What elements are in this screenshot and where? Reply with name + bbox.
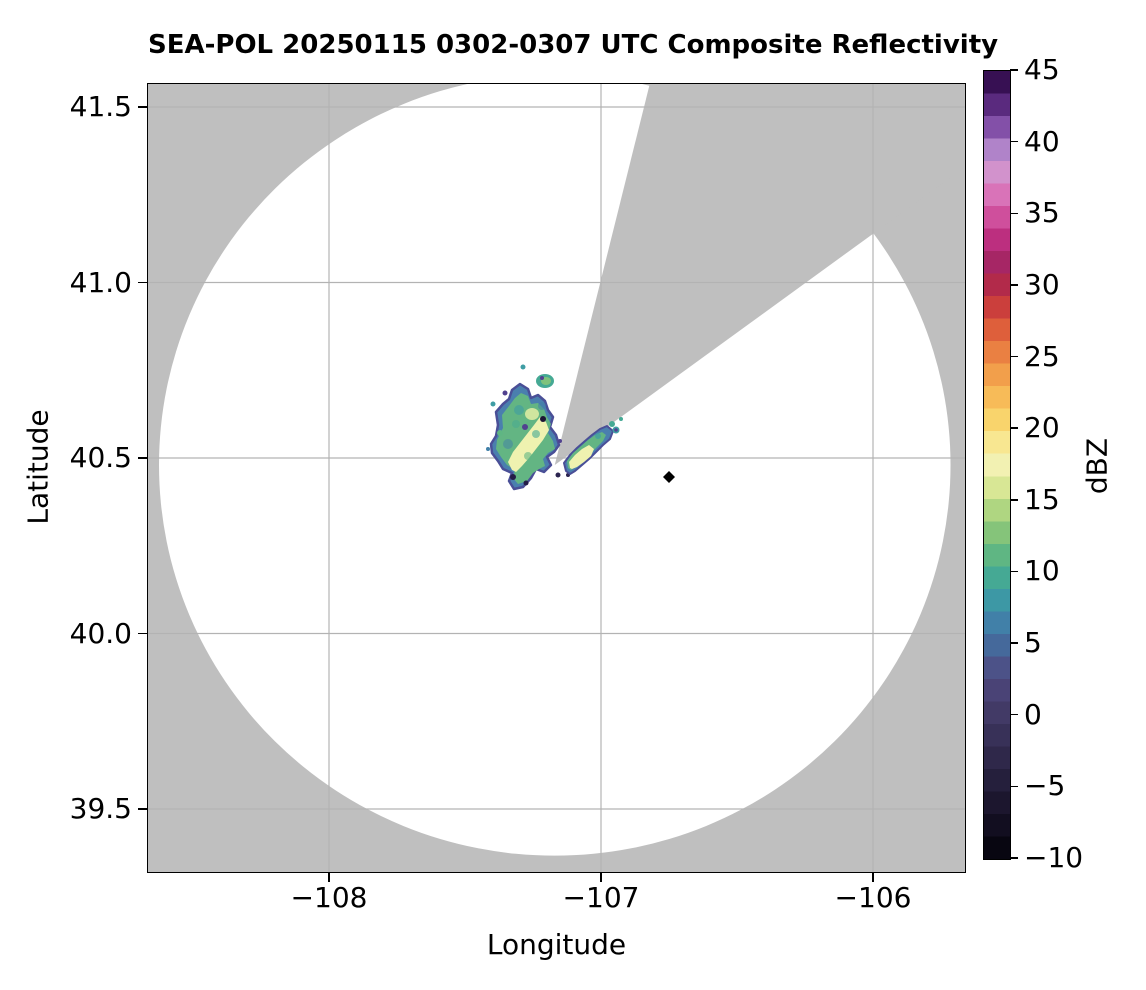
colorbar-tick-mark — [1010, 713, 1018, 716]
colorbar-tick-mark — [1010, 499, 1018, 501]
colorbar-tick-label: 30 — [1024, 267, 1060, 301]
colorbar-tick-label: 35 — [1024, 196, 1060, 230]
radar-blocked-sector — [554, 84, 965, 466]
y-tick-label: 40.5 — [69, 441, 132, 474]
x-tick-mark — [600, 873, 602, 882]
y-tick-mark — [138, 106, 147, 108]
colorbar-tick-mark — [1010, 785, 1018, 788]
colorbar-tick-mark — [1010, 642, 1018, 644]
colorbar-tick-label: 5 — [1024, 626, 1042, 660]
colorbar — [983, 70, 1011, 860]
precip-echo-secondary — [563, 417, 623, 475]
y-tick-mark — [138, 632, 147, 635]
y-tick-mark — [138, 808, 147, 810]
plot-title: SEA-POL 20250115 0302-0307 UTC Composite… — [148, 30, 999, 60]
precip-echo-main — [489, 382, 570, 491]
y-tick-label: 40.0 — [69, 616, 132, 650]
colorbar-tick-label: 20 — [1024, 411, 1060, 445]
y-tick-mark — [138, 457, 147, 459]
site-marker-diamond — [663, 470, 675, 483]
x-tick-mark — [328, 873, 330, 882]
colorbar-tick-label: 15 — [1024, 482, 1060, 516]
x-tick-label: −108 — [290, 881, 368, 914]
colorbar-tick-label: 40 — [1024, 124, 1060, 158]
colorbar-tick-mark — [1010, 355, 1018, 358]
y-tick-mark — [138, 281, 147, 284]
gridlines — [148, 84, 965, 872]
colorbar-tick-mark — [1010, 212, 1018, 215]
colorbar-tick-mark — [1010, 427, 1018, 429]
x-tick-label: −106 — [834, 881, 912, 914]
y-tick-label: 41.0 — [69, 265, 132, 299]
colorbar-tick-label: 10 — [1024, 554, 1060, 588]
colorbar-tick-label: 45 — [1024, 53, 1060, 86]
x-axis-label: Longitude — [486, 928, 627, 961]
colorbar-tick-mark — [1010, 69, 1018, 71]
colorbar-tick-mark — [1010, 857, 1018, 859]
colorbar-tick-mark — [1010, 284, 1018, 286]
colorbar-tick-label: 0 — [1024, 697, 1042, 731]
map-plot-area — [148, 84, 965, 872]
y-tick-label: 39.5 — [69, 792, 132, 825]
colorbar-tick-label: −10 — [1024, 841, 1084, 874]
y-tick-label: 41.5 — [69, 90, 132, 123]
colorbar-tick-label: −5 — [1024, 769, 1066, 803]
x-tick-mark — [872, 873, 874, 882]
precip-echo-specks — [486, 364, 554, 451]
x-tick-label: −107 — [562, 881, 640, 914]
colorbar-tick-label: 25 — [1024, 339, 1060, 373]
colorbar-label: dBZ — [1080, 437, 1114, 495]
colorbar-tick-mark — [1010, 570, 1018, 573]
colorbar-tick-mark — [1010, 140, 1018, 143]
